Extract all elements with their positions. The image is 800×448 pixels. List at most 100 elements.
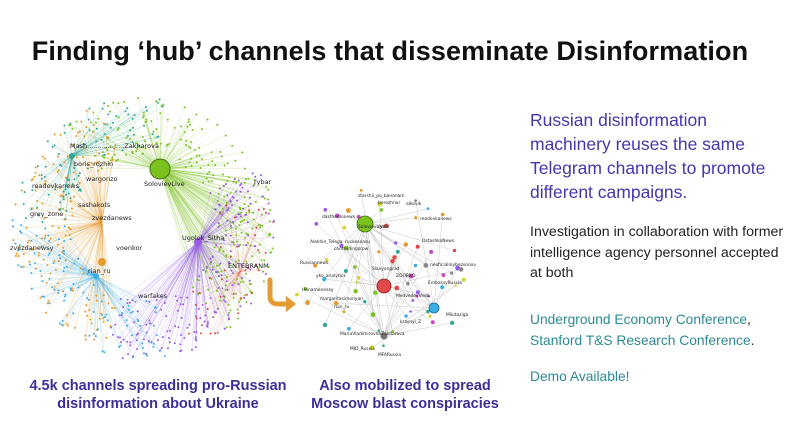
graph-edge — [72, 144, 103, 223]
graph-edge — [34, 263, 97, 277]
graph-edge — [120, 241, 199, 300]
graph-edge — [197, 213, 239, 243]
graph-edge — [101, 221, 104, 322]
graph-node — [219, 262, 222, 265]
graph-node — [353, 289, 358, 294]
graph-node — [198, 279, 201, 282]
graph-edge — [239, 221, 274, 273]
graph-node — [131, 117, 134, 120]
graph-node — [38, 251, 40, 254]
graph-node — [237, 245, 240, 248]
graph-node — [155, 100, 158, 103]
graph-edge — [57, 275, 97, 294]
graph-edge — [197, 241, 234, 274]
graph-node — [74, 326, 77, 329]
demo-link[interactable]: Demo Available! — [530, 369, 630, 384]
graph-edge — [159, 168, 245, 183]
graph-edge — [99, 153, 103, 223]
graph-node — [450, 271, 454, 275]
graph-node — [121, 357, 124, 360]
graph-edge — [169, 241, 199, 343]
graph-node — [126, 107, 129, 110]
graph-edge — [71, 155, 79, 176]
graph-edge — [383, 287, 398, 337]
graph-edge — [36, 155, 73, 208]
graph-node — [251, 227, 254, 230]
graph-edge — [383, 285, 429, 297]
graph-node — [116, 128, 119, 131]
graph-edge — [159, 168, 269, 190]
graph-edge — [32, 155, 73, 191]
graph-edge — [63, 155, 73, 192]
graph-edge — [101, 137, 109, 223]
graph-node — [195, 113, 198, 116]
graph-edge — [86, 127, 103, 223]
graph-edge — [95, 275, 147, 302]
graph-node — [220, 270, 223, 273]
graph-node — [40, 275, 43, 277]
graph-edge — [159, 168, 241, 283]
graph-edge — [159, 168, 245, 205]
graph-node — [426, 309, 430, 314]
graph-edge — [84, 136, 103, 223]
graph-edge — [197, 191, 249, 243]
graph-edge — [74, 263, 97, 277]
graph-node — [260, 174, 262, 177]
graph-node — [183, 337, 186, 339]
graph-node — [268, 220, 271, 223]
graph-node — [15, 252, 18, 255]
graph-node-label: zvezdanews — [92, 214, 132, 222]
graph-edge — [42, 156, 103, 223]
graph-node — [106, 148, 109, 151]
graph-edge — [222, 271, 241, 280]
graph-node — [12, 225, 14, 228]
graph-node — [159, 142, 162, 145]
graph-edge — [101, 221, 115, 309]
graph-edge — [159, 168, 206, 272]
graph-node — [53, 133, 56, 136]
graph-node — [64, 259, 67, 262]
conference-link-stanford[interactable]: Stanford T&S Research Conference — [530, 332, 751, 348]
graph-edge — [197, 241, 239, 285]
graph-edge — [33, 221, 103, 250]
graph-node — [240, 231, 243, 234]
graph-edge — [41, 246, 97, 277]
graph-node — [49, 237, 52, 240]
conference-link-underground-economy[interactable]: Underground Economy Conference — [530, 312, 748, 327]
graph-node — [160, 308, 163, 311]
graph-node — [76, 131, 79, 134]
graph-node — [254, 234, 257, 237]
graph-node — [103, 316, 106, 319]
graph-edge — [93, 275, 97, 313]
graph-edge — [159, 163, 228, 170]
graph-edge — [159, 168, 265, 199]
graph-edge — [72, 128, 161, 170]
graph-node — [206, 118, 209, 121]
graph-edge — [96, 221, 103, 331]
graph-edge — [159, 168, 220, 250]
graph-node — [234, 159, 237, 162]
graph-node — [155, 128, 158, 131]
graph-edge — [197, 207, 229, 243]
graph-edge — [159, 168, 237, 236]
graph-edge — [161, 241, 199, 310]
graph-edge — [151, 241, 199, 343]
graph-edge — [197, 241, 223, 289]
graph-node — [228, 311, 231, 314]
graph-edge — [180, 241, 199, 336]
graph-node — [239, 211, 242, 214]
graph-node — [66, 265, 68, 268]
graph-edge — [197, 241, 199, 309]
graph-edge — [95, 275, 160, 351]
graph-node — [57, 169, 60, 172]
graph-node — [253, 245, 256, 248]
graph-edge — [99, 166, 103, 223]
graph-node — [176, 309, 179, 312]
graph-node — [185, 139, 188, 142]
graph-edge — [71, 108, 128, 157]
graph-node — [313, 263, 318, 268]
graph-node — [111, 306, 114, 309]
graph-node — [154, 311, 157, 314]
graph-node — [188, 323, 191, 326]
graph-edge — [53, 163, 103, 223]
